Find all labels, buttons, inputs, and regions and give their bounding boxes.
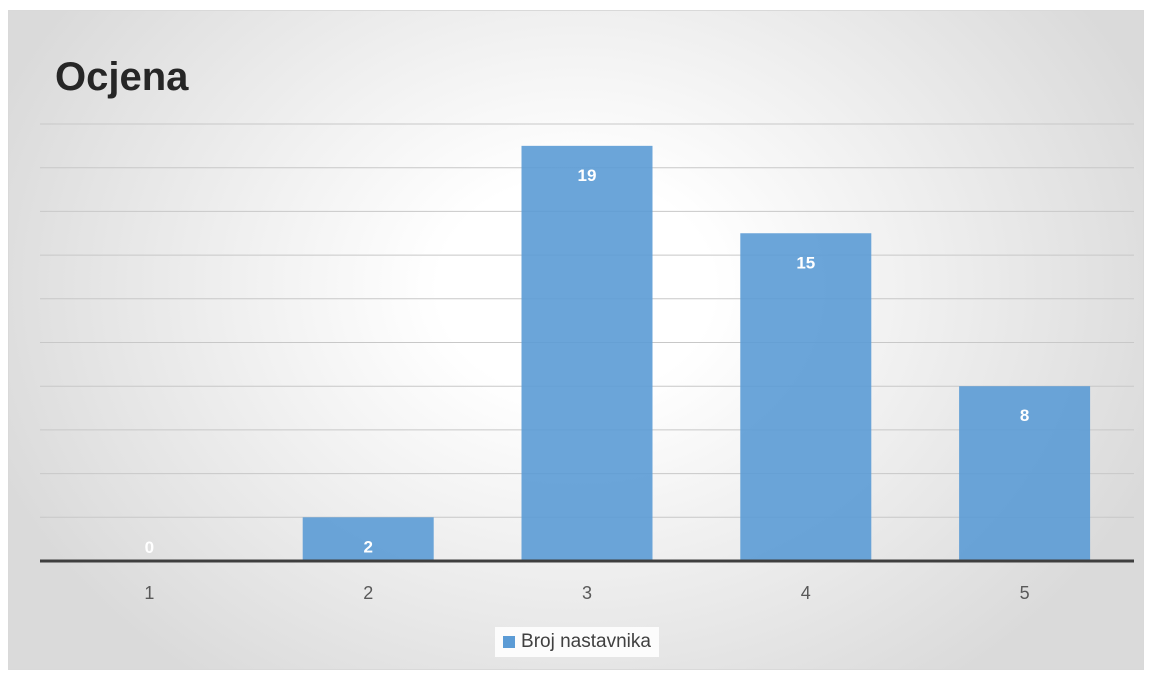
data-label: 15 [796, 253, 815, 272]
x-tick-label: 4 [801, 583, 811, 603]
x-tick-label: 5 [1020, 583, 1030, 603]
chart-title: Ocjena [55, 55, 189, 99]
x-tick-label: 2 [363, 583, 373, 603]
x-tick-labels: 1 2 3 4 5 [144, 583, 1029, 603]
data-labels: 0 2 19 15 8 [145, 166, 1030, 557]
data-label: 8 [1020, 406, 1029, 425]
plot-area: 0 2 19 15 8 1 2 3 4 5 [40, 123, 1134, 603]
data-label: 19 [578, 166, 597, 185]
bar [302, 517, 434, 561]
bar [521, 145, 653, 561]
bar [740, 233, 872, 561]
x-tick-label: 3 [582, 583, 592, 603]
data-label: 2 [363, 537, 372, 556]
x-tick-label: 1 [144, 583, 154, 603]
bars [302, 145, 1091, 561]
data-label: 0 [145, 538, 154, 557]
bar [959, 386, 1091, 561]
